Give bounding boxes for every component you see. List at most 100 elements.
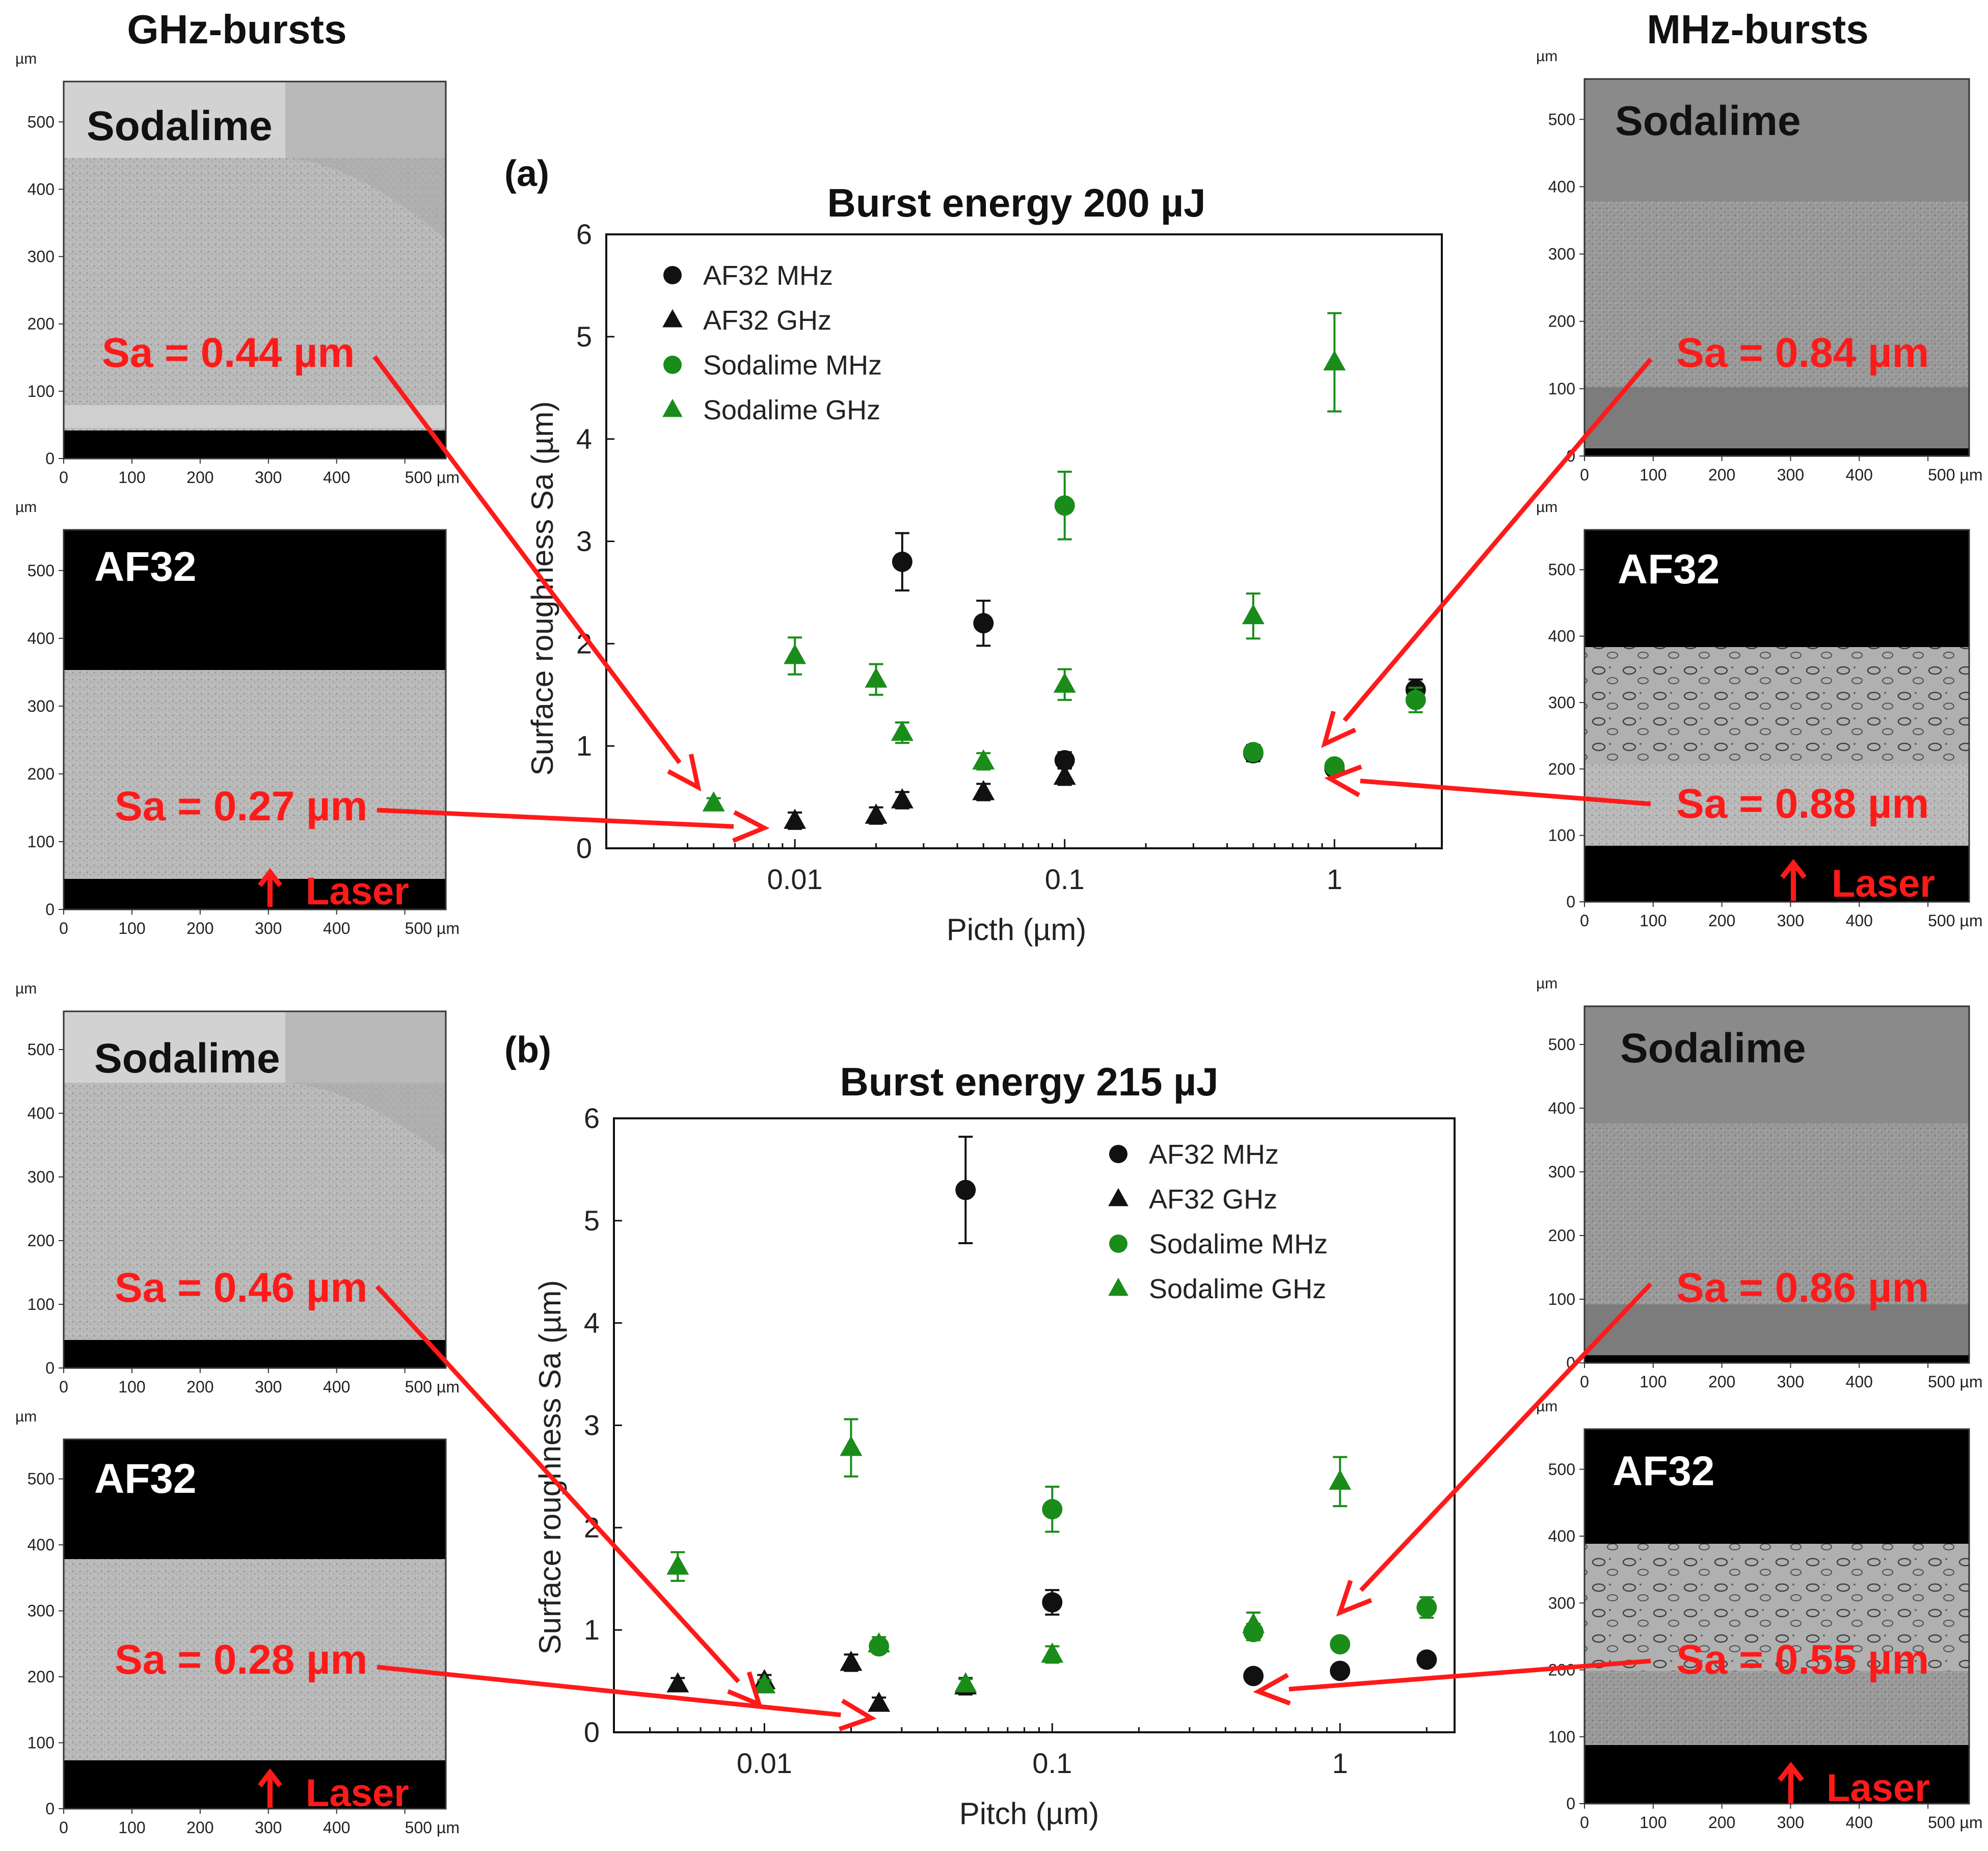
x-tick-label: 500 µm — [405, 1818, 460, 1837]
x-tick-label: 200 — [1708, 1373, 1735, 1391]
data-point — [973, 613, 994, 634]
y-axis-label: Surface roughness Sa (µm) — [533, 1280, 567, 1655]
y-tick-label: 6 — [576, 218, 592, 250]
legend-label: Sodalime MHz — [1149, 1229, 1328, 1259]
sa-value: Sa = 0.86 µm — [1676, 1265, 1929, 1311]
data-point — [1323, 350, 1346, 371]
y-tick-label: 300 — [28, 248, 55, 266]
y-tick-label: 500 — [28, 113, 55, 131]
arrow-shaft — [372, 355, 682, 764]
axis-unit: µm — [1536, 48, 1557, 65]
x-tick-label: 500 µm — [1928, 1813, 1982, 1832]
micrograph-mhz-sodalime-b: Sodalime Sa = 0.86 µm — [1583, 1005, 1970, 1364]
series-sodalime-ghz — [666, 1418, 1352, 1694]
y-tick-label: 100 — [28, 1734, 55, 1752]
x-tick-label: 400 — [1846, 1373, 1873, 1391]
material-label: AF32 — [94, 1456, 197, 1502]
data-point — [1243, 1666, 1264, 1686]
x-tick-label: 100 — [1640, 1373, 1667, 1391]
y-tick-label: 500 — [1548, 560, 1575, 579]
x-tick-label: 400 — [1846, 466, 1873, 484]
data-point — [954, 1672, 977, 1693]
data-point — [868, 1632, 891, 1653]
y-tick-label: 100 — [1548, 826, 1575, 845]
x-tick-label: 200 — [186, 1378, 213, 1396]
x-tick-label: 100 — [1640, 466, 1667, 484]
data-point — [1416, 1649, 1437, 1670]
y-tick-label: 400 — [28, 1536, 55, 1554]
arrow-shaft — [1342, 358, 1653, 722]
y-tick-label: 0 — [1566, 893, 1575, 911]
data-point — [891, 720, 914, 741]
series-af32-mhz — [955, 1136, 1437, 1686]
x-tick-label: 400 — [323, 468, 350, 487]
x-tick-label: 200 — [1708, 911, 1735, 930]
arrow-head-icon — [1321, 710, 1357, 748]
arrow-shaft — [375, 1284, 740, 1683]
chart-b: (b) Burst energy 215 µJ Pitch (µm) Surfa… — [504, 1030, 1456, 1831]
mhz-bursts-header: MHz-bursts — [1647, 7, 1869, 52]
y-tick-label: 500 — [1548, 1035, 1575, 1054]
series-sodalime-mhz — [869, 1486, 1437, 1657]
y-tick-label: 100 — [1548, 1290, 1575, 1308]
x-tick-label: 200 — [186, 1818, 213, 1837]
material-label: Sodalime — [87, 103, 273, 149]
x-tick-label: 500 µm — [1928, 466, 1982, 484]
y-tick-label: 3 — [576, 525, 592, 557]
sa-value: Sa = 0.88 µm — [1676, 781, 1929, 827]
plot-frame — [613, 1117, 1456, 1733]
x-tick-label: 100 — [118, 1378, 145, 1396]
laser-label: Laser — [306, 870, 409, 913]
y-tick-label: 400 — [28, 629, 55, 648]
data-point — [955, 1179, 976, 1200]
legend-label: Sodalime GHz — [703, 395, 880, 425]
y-tick-label: 300 — [1548, 245, 1575, 263]
x-tick-label: 100 — [1640, 1813, 1667, 1832]
laser-arrow-icon — [1780, 859, 1807, 901]
data-point — [1329, 1469, 1352, 1490]
material-label: Sodalime — [94, 1035, 280, 1082]
laser-label: Laser — [1832, 862, 1935, 905]
sa-value: Sa = 0.46 µm — [115, 1265, 367, 1311]
x-tick-label: 300 — [255, 1378, 282, 1396]
arrow-shaft — [1360, 779, 1651, 807]
x-tick-label: 400 — [1846, 1813, 1873, 1832]
y-tick-label: 300 — [1548, 1163, 1575, 1181]
y-tick-label: 100 — [28, 1295, 55, 1313]
data-point — [868, 1692, 891, 1712]
micrograph-ghz-af32-b: AF32 Sa = 0.28 µm Laser — [63, 1438, 447, 1815]
data-point — [1054, 495, 1075, 516]
micrograph-ghz-af32-a: AF32 Sa = 0.27 µm Laser — [63, 529, 447, 913]
y-tick-label: 400 — [1548, 1527, 1575, 1545]
data-point — [1054, 750, 1075, 771]
legend: AF32 MHz AF32 GHz Sodalime MHz Sodalime GHz — [662, 260, 882, 425]
data-point — [1405, 689, 1426, 710]
micrograph-ghz-sodalime-a: Sodalime Sa = 0.44 µm — [63, 81, 447, 460]
micrograph-mhz-sodalime-a: Sodalime Sa = 0.84 µm — [1583, 78, 1970, 457]
x-axis-label: Picth (µm) — [947, 913, 1087, 947]
y-tick-label: 100 — [28, 382, 55, 400]
ghz-bursts-header: GHz-bursts — [127, 7, 346, 52]
data-point — [865, 667, 888, 688]
annotation-arrow — [377, 808, 770, 843]
data-point — [784, 643, 807, 664]
series-sodalime-mhz — [1054, 470, 1426, 777]
laser-label: Laser — [1826, 1766, 1930, 1810]
y-tick-label: 200 — [28, 765, 55, 783]
y-tick-label: 1 — [576, 730, 592, 762]
data-point — [666, 1554, 689, 1575]
x-tick-label: 0 — [1580, 466, 1589, 484]
material-label: Sodalime — [1620, 1025, 1806, 1071]
legend-label: AF32 GHz — [1149, 1184, 1277, 1215]
y-tick-label: 100 — [1548, 380, 1575, 398]
series-af32-mhz — [892, 532, 1426, 779]
arrow-shaft — [377, 1665, 841, 1718]
legend-marker — [662, 398, 683, 417]
data-point — [1330, 1660, 1351, 1681]
